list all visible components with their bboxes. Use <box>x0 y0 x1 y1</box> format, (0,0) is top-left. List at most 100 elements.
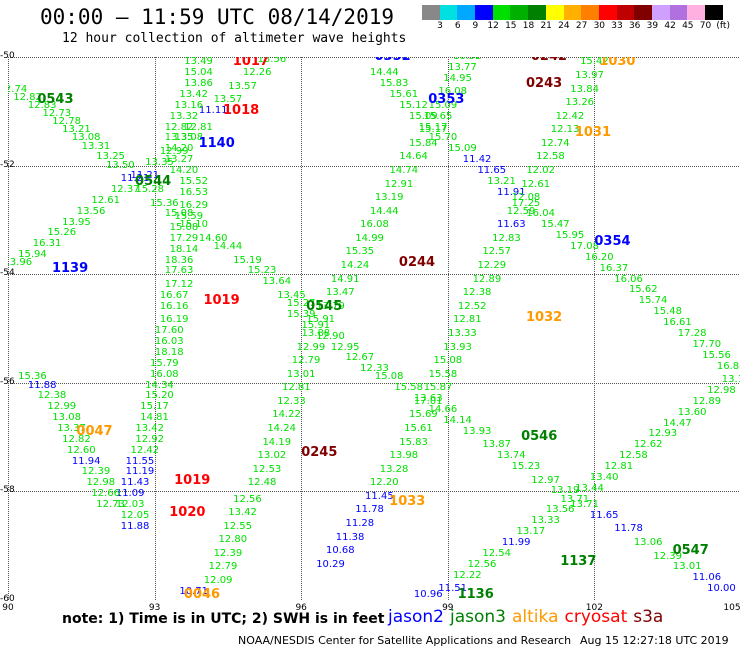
wave-height-value: 17.08 <box>570 241 599 253</box>
wave-height-value: 15.65 <box>423 110 453 122</box>
satellite-legend: jason2 jason3 altika cryosat s3a <box>388 607 669 627</box>
legend-entry-cryosat: cryosat <box>564 607 628 627</box>
wave-height-value: 15.79 <box>150 357 179 369</box>
wave-height-value: 13.02 <box>257 450 287 462</box>
wave-height-value: 10.29 <box>316 558 345 570</box>
wave-height-value: 12.58 <box>619 450 648 462</box>
wave-height-value: 13.40 <box>589 471 619 483</box>
latitude-tick-label: -56 <box>0 376 15 387</box>
wave-height-value: 16.61 <box>663 317 692 329</box>
wave-height-value: 14.74 <box>389 165 419 177</box>
colorbar-swatch <box>705 5 723 20</box>
wave-height-value: 15.58 <box>428 368 458 380</box>
wave-height-value: 14.81 <box>140 412 169 424</box>
wave-height-value: 11.43 <box>120 477 150 489</box>
wave-height-value: 11.78 <box>355 504 384 516</box>
pass-time-label: 1136 <box>457 586 494 600</box>
wave-height-value: 12.38 <box>462 287 492 299</box>
wave-height-value: 12.33 <box>360 363 389 375</box>
wave-height-value: 15.27 <box>286 298 316 310</box>
wave-height-value: 15.17 <box>418 124 448 136</box>
wave-height-value: 12.79 <box>208 561 238 573</box>
wave-height-value: 13.96 <box>8 257 33 269</box>
altimeter-map[interactable]: 12.7412.8212.8312.7312.7813.2113.0813.31… <box>8 57 740 600</box>
pass-time-label: 0543 <box>37 92 74 108</box>
wave-height-value: 15.87 <box>423 382 453 394</box>
wave-height-value: 13.16 <box>174 99 204 111</box>
wave-height-value: 13.31 <box>81 140 111 152</box>
wave-height-value: 13.21 <box>487 175 516 187</box>
wave-height-value: 11.55 <box>125 455 155 467</box>
wave-height-value: 12.93 <box>648 428 678 440</box>
wave-height-value: 13.27 <box>164 154 194 166</box>
colorbar-swatch <box>651 5 670 20</box>
wave-height-value: 13.01 <box>286 368 316 380</box>
wave-height-value: 15.56 <box>702 349 731 361</box>
wave-height-value: 12.98 <box>707 384 736 396</box>
wave-height-value: 15.17 <box>140 401 169 413</box>
wave-height-value: 12.81 <box>604 460 634 472</box>
wave-height-value: 12.79 <box>291 355 321 367</box>
wave-height-value: 14.60 <box>198 232 228 244</box>
wave-height-value: 11.42 <box>462 154 492 166</box>
wave-height-value: 15.36 <box>18 371 47 383</box>
wave-height-value: 12.78 <box>52 116 81 128</box>
pass-time-label: 0245 <box>301 445 338 461</box>
longitude-gridline <box>447 57 449 600</box>
wave-height-value: 12.83 <box>27 99 57 111</box>
wave-height-value: 15.83 <box>399 436 428 448</box>
wave-height-value: 12.73 <box>42 108 72 119</box>
longitude-gridline <box>8 57 9 600</box>
wave-height-value: 15.61 <box>389 89 419 100</box>
wave-height-value: 13.45 <box>277 289 306 301</box>
wave-height-value: 18.36 <box>164 254 194 266</box>
pass-time-label: 1139 <box>51 260 89 276</box>
wave-height-value: 12.82 <box>164 121 194 133</box>
wave-height-value: 18.14 <box>169 243 199 255</box>
wave-height-value: 17.25 <box>511 197 541 209</box>
colorbar-swatch <box>634 5 652 20</box>
wave-height-value: 12.82 <box>13 91 42 103</box>
wave-height-value: 11.63 <box>496 219 526 231</box>
wave-height-value: 12.74 <box>8 83 28 95</box>
wave-height-value: 12.59 <box>506 205 536 217</box>
wave-height-value: 13.97 <box>575 70 604 81</box>
wave-height-value: 13.50 <box>106 159 135 171</box>
wave-height-value: 15.48 <box>653 306 683 318</box>
wave-height-value: 14.66 <box>428 403 458 415</box>
wave-height-value: 12.56 <box>233 493 262 505</box>
wave-height-value: 13.93 <box>462 425 492 437</box>
wave-height-value: 13.37 <box>57 422 86 434</box>
wave-height-value: 12.48 <box>247 477 277 489</box>
wave-height-value: 13.93 <box>443 341 472 353</box>
wave-height-value: 14.20 <box>164 143 194 155</box>
wave-height-value: 14.44 <box>369 67 399 79</box>
wave-height-value: 13.35 <box>145 156 174 168</box>
wave-height-value: 13.84 <box>570 83 599 95</box>
wave-height-value: 15.94 <box>18 249 47 261</box>
pass-time-label: 0546 <box>521 429 558 445</box>
colorbar-label: (ft) <box>716 21 730 31</box>
wave-height-value: 12.39 <box>81 466 111 478</box>
wave-height-value: 12.73 <box>96 498 125 510</box>
wave-height-value: 15.26 <box>47 227 77 239</box>
wave-height-value: 17.63 <box>164 265 194 277</box>
wave-height-value: 13.86 <box>184 78 213 90</box>
map-subtitle: 12 hour collection of altimeter wave hei… <box>62 31 407 46</box>
wave-height-value: 16.08 <box>360 219 389 231</box>
wave-height-value: 13.33 <box>448 327 477 339</box>
wave-height-value: 13.63 <box>413 393 443 405</box>
latitude-gridline <box>8 57 740 58</box>
wave-height-value: 16.03 <box>154 336 184 348</box>
pass-time-label: 0353 <box>428 92 465 108</box>
longitude-tick-label: 99 <box>442 603 454 613</box>
colorbar-label: 42 <box>664 21 676 31</box>
wave-height-value: 15.23 <box>511 460 541 472</box>
legend-entry-s3a: s3a <box>633 607 664 627</box>
wave-height-value: 11.28 <box>345 517 375 529</box>
wave-height-value: 13.42 <box>135 422 165 434</box>
wave-height-value: 13.56 <box>257 57 287 65</box>
pass-time-label: 0046 <box>183 586 221 600</box>
wave-height-value: 12.54 <box>482 547 511 559</box>
wave-height-value: 13.33 <box>531 515 560 527</box>
